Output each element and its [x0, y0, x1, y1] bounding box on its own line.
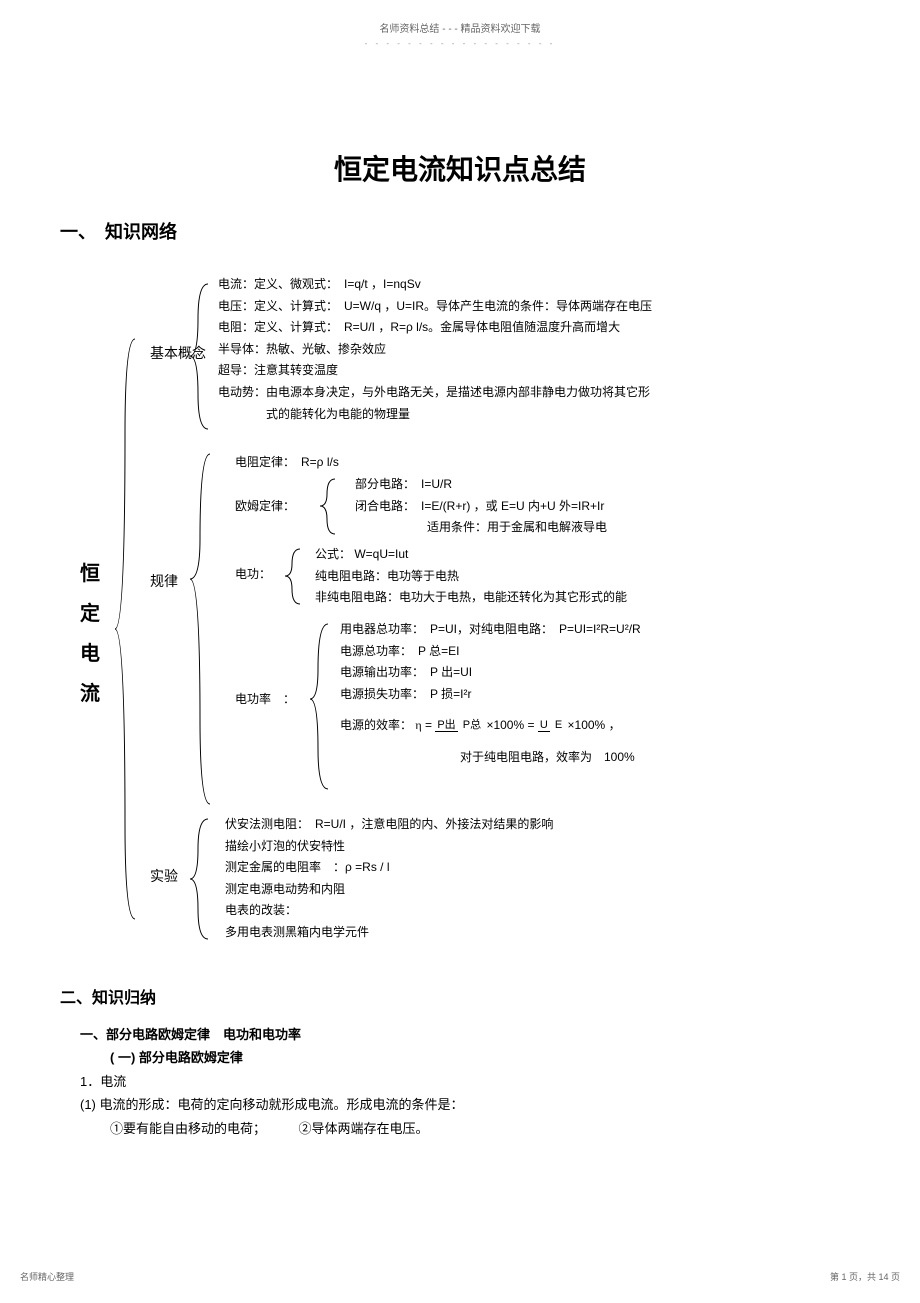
main-brace	[110, 334, 140, 924]
work-line-0: 公式： W=qU=Iut	[315, 544, 627, 566]
work-label-text: 电功：	[235, 564, 271, 586]
document-title: 恒定电流知识点总结	[60, 148, 860, 188]
exp-content: 伏安法测电阻： R=U/I ，注意电阻的内、外接法对结果的影响 描绘小灯泡的伏安…	[225, 814, 553, 944]
power-line-5: 对于纯电阻电路，效率为 100%	[340, 747, 641, 769]
power-brace	[305, 619, 333, 794]
basic-line-0: 电流：定义、微观式： I=q/t ，I=nqSv	[218, 274, 652, 296]
exp-line-5: 多用电表测黑箱内电学元件	[225, 922, 553, 944]
footer-left: 名师精心整理	[20, 1270, 74, 1283]
mid: ×100% =	[486, 718, 534, 732]
r1-text: 电阻定律： R=ρ l/s	[235, 452, 339, 474]
frac2-num: U	[538, 719, 550, 732]
rules-label: 规律	[150, 569, 178, 594]
eq1: =	[425, 718, 432, 732]
exp-line-3: 测定电源电动势和内阻	[225, 879, 553, 901]
work-line-1: 纯电阻电路：电功等于电热	[315, 566, 627, 588]
basic-line-5: 电动势：由电源本身决定，与外电路无关，是描述电源内部非静电力做功将其它形	[218, 382, 652, 404]
vert-char-2: 定	[80, 594, 100, 634]
header-dots: - - - - - - - - - - - - - - - - - -	[60, 39, 860, 48]
sub2: ( 一) 部分电路欧姆定律	[110, 1046, 860, 1069]
vert-char-3: 电	[80, 634, 100, 674]
power-eff-label: 电源的效率：	[340, 718, 412, 732]
exp-line-2: 测定金属的电阻率 ：ρ =Rs / l	[225, 857, 553, 879]
power-line-1: 电源总功率： P 总=EI	[340, 641, 641, 663]
vert-char-4: 流	[80, 674, 100, 714]
section2-body: 一、部分电路欧姆定律 电功和电功率 ( 一) 部分电路欧姆定律 1．电流 (1)…	[80, 1023, 860, 1140]
work-brace	[280, 544, 305, 609]
rules-label-text: 规律	[150, 569, 178, 594]
exp-line-1: 描绘小灯泡的伏安特性	[225, 836, 553, 858]
power-line-3: 电源损失功率： P 损=I²r	[340, 684, 641, 706]
section2-heading: 二、知识归纳	[60, 984, 860, 1008]
ohm-label: 欧姆定律：	[235, 496, 295, 518]
work-content: 公式： W=qU=Iut 纯电阻电路：电功等于电热 非纯电阻电路：电功大于电热，…	[315, 544, 627, 609]
p3: ①要有能自由移动的电荷； ②导体两端存在电压。	[110, 1117, 860, 1140]
frac1-den: P总	[461, 719, 483, 731]
exp-brace	[185, 814, 213, 944]
power-line-4: 电源的效率： η = P出 P总 ×100% = U E ×100% ，	[340, 715, 641, 737]
power-content: 用电器总功率： P=UI，对纯电阻电路： P=UI=I²R=U²/R 电源总功率…	[340, 619, 641, 769]
basic-brace	[185, 279, 213, 434]
ohm-line-2: 适用条件：用于金属和电解液导电	[355, 517, 607, 539]
exp-label-text: 实验	[150, 864, 178, 889]
knowledge-diagram: 恒 定 电 流 基本概念 电流：定义、微观式： I=q/t ，I=nqSv 电压…	[80, 274, 860, 954]
eta: η	[415, 718, 421, 732]
basic-line-3: 半导体：热敏、光敏、掺杂效应	[218, 339, 652, 361]
basic-content: 电流：定义、微观式： I=q/t ，I=nqSv 电压：定义、计算式： U=W/…	[218, 274, 652, 425]
header-small-text: 名师资料总结 - - - 精品资料欢迎下载	[60, 20, 860, 35]
frac1-num: P出	[435, 719, 457, 732]
vertical-label: 恒 定 电 流	[80, 554, 100, 714]
exp-label: 实验	[150, 864, 178, 889]
work-line-2: 非纯电阻电路：电功大于电热，电能还转化为其它形式的能	[315, 587, 627, 609]
p1: 1．电流	[80, 1070, 860, 1093]
frac1: P出 P总	[435, 716, 483, 736]
exp-line-0: 伏安法测电阻： R=U/I ，注意电阻的内、外接法对结果的影响	[225, 814, 553, 836]
frac2: U E	[538, 716, 564, 736]
power-label-text: 电功率 ：	[235, 689, 295, 711]
basic-line-4: 超导：注意其转变温度	[218, 360, 652, 382]
r1-line: 电阻定律： R=ρ l/s	[235, 452, 339, 474]
vert-char-1: 恒	[80, 554, 100, 594]
rules-brace	[185, 449, 215, 809]
footer-right: 第 1 页，共 14 页	[830, 1270, 900, 1283]
frac2-den: E	[553, 719, 564, 731]
section1-heading: 一、 知识网络	[60, 218, 860, 244]
power-line-0: 用电器总功率： P=UI，对纯电阻电路： P=UI=I²R=U²/R	[340, 619, 641, 641]
basic-line-6: 式的能转化为电能的物理量	[218, 404, 652, 426]
sub1: 一、部分电路欧姆定律 电功和电功率	[80, 1023, 860, 1046]
p2: (1) 电流的形成：电荷的定向移动就形成电流。形成电流的条件是：	[80, 1093, 860, 1116]
end: ×100% ，	[568, 718, 621, 732]
power-line-2: 电源输出功率： P 出=UI	[340, 662, 641, 684]
exp-line-4: 电表的改装：	[225, 900, 553, 922]
power-label: 电功率 ：	[235, 689, 295, 711]
ohm-content: 部分电路： I=U/R 闭合电路： I=E/(R+r) ，或 E=U 内+U 外…	[355, 474, 607, 539]
basic-line-1: 电压：定义、计算式： U=W/q ，U=IR。导体产生电流的条件：导体两端存在电…	[218, 296, 652, 318]
ohm-line-0: 部分电路： I=U/R	[355, 474, 607, 496]
ohm-line-1: 闭合电路： I=E/(R+r) ，或 E=U 内+U 外=IR+Ir	[355, 496, 607, 518]
ohm-brace	[315, 474, 340, 539]
basic-line-2: 电阻：定义、计算式： R=U/I ，R=ρ l/s。金属导体电阻值随温度升高而增…	[218, 317, 652, 339]
ohm-label-text: 欧姆定律：	[235, 496, 295, 518]
work-label: 电功：	[235, 564, 271, 586]
